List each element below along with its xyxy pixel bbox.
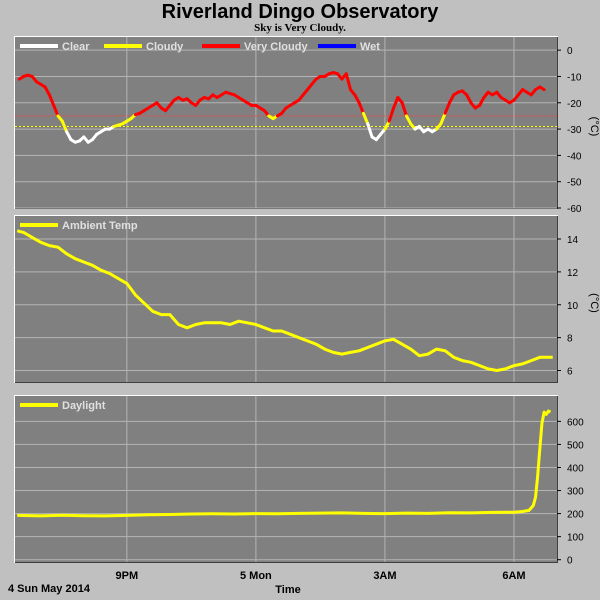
legend-label: Cloudy	[146, 41, 184, 53]
panel-sky: 0 -10 -20 -30 -40 -50 -60 (°C) Clear Cloudy Very C…	[14, 36, 600, 215]
y-unit-label: (°C)	[588, 117, 600, 137]
y-tick-label: 0	[567, 46, 573, 57]
x-tick-label: 9PM	[116, 570, 139, 582]
panel-ambient: 14 12 10 8 6 (°C) Ambient Temp	[14, 215, 600, 383]
y-tick-label: -60	[567, 204, 582, 215]
sky-temp-segment	[52, 103, 60, 118]
date-label: 4 Sun May 2014	[8, 583, 91, 595]
sky-temp-segment	[344, 72, 353, 92]
sky-temp-segment	[60, 119, 69, 134]
x-axis-title: Time	[275, 584, 300, 596]
y-tick-label: 8	[567, 334, 573, 345]
page-title: Riverland Dingo Observatory	[161, 1, 439, 23]
panel-daylight: 600 500 400 300 200 100 0 Daylight	[14, 395, 584, 567]
y-tick-label: -40	[567, 151, 582, 162]
legend-label: Daylight	[62, 400, 106, 412]
plot-area	[15, 216, 557, 382]
sky-temp-segment	[392, 96, 400, 110]
y-unit-label: (°C)	[588, 293, 600, 313]
sky-temp-segment	[366, 122, 374, 139]
y-tick-label: 0	[567, 556, 573, 567]
y-tick-label: 400	[567, 463, 584, 474]
x-tick-label: 6AM	[502, 570, 525, 582]
y-tick-label: 6	[567, 366, 573, 377]
sky-temp-segment	[439, 111, 447, 126]
y-tick-label: -10	[567, 72, 582, 83]
sky-temp-segment	[443, 101, 451, 115]
x-tick-label: 5 Mon	[240, 570, 272, 582]
sky-temp-segment	[47, 93, 56, 107]
sky-temp-segment	[357, 101, 365, 115]
sky-temp-segment	[400, 101, 408, 118]
x-tick-label: 3AM	[373, 570, 396, 582]
sky-temp-segment	[538, 85, 546, 92]
sky-temp-segment	[361, 111, 370, 126]
y-tick-label: 14	[567, 235, 579, 246]
y-tick-label: 500	[567, 440, 584, 451]
y-tick-label: -50	[567, 178, 582, 189]
legend-label: Clear	[62, 41, 90, 53]
y-tick-label: 100	[567, 533, 584, 544]
legend-label: Wet	[360, 41, 380, 53]
legend-label: Very Cloudy	[244, 41, 308, 53]
series-line	[16, 229, 553, 372]
sky-temp-segment	[387, 106, 396, 123]
series-line	[17, 409, 552, 518]
plot-area	[15, 396, 557, 562]
plot-area	[15, 37, 557, 208]
legend-label: Ambient Temp	[62, 220, 138, 232]
y-tick-label: 12	[567, 268, 579, 279]
y-tick-label: -30	[567, 125, 582, 136]
y-tick-label: 600	[567, 417, 584, 428]
y-tick-label: 200	[567, 510, 584, 521]
sky-status-subtitle: Sky is Very Cloudy.	[254, 22, 346, 34]
y-tick-label: -20	[567, 99, 582, 110]
y-tick-label: 10	[567, 301, 579, 312]
y-tick-label: 300	[567, 487, 584, 498]
